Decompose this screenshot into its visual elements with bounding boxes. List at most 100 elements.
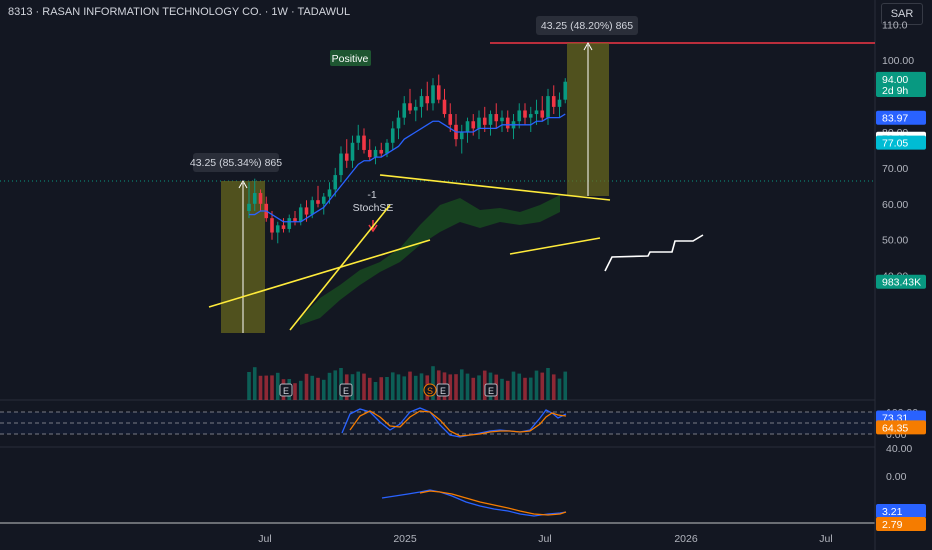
candle-body[interactable] xyxy=(327,189,332,197)
price-tag: 2d 9h xyxy=(882,85,908,97)
candle-body[interactable] xyxy=(356,135,361,143)
candles[interactable] xyxy=(247,74,568,244)
price-tag-bg xyxy=(876,71,926,86)
candle-body[interactable] xyxy=(258,193,263,204)
volume-bar xyxy=(546,368,550,400)
candle-body[interactable] xyxy=(557,99,562,107)
candle-body[interactable] xyxy=(247,203,251,211)
candle-body[interactable] xyxy=(304,207,309,215)
candle-body[interactable] xyxy=(419,96,424,107)
candle-body[interactable] xyxy=(563,81,568,100)
osc-line-orange xyxy=(419,490,567,516)
volume-bar xyxy=(563,371,568,400)
candle-body[interactable] xyxy=(471,121,476,129)
candle-body[interactable] xyxy=(517,110,522,122)
candle-body[interactable] xyxy=(546,96,550,118)
candle-body[interactable] xyxy=(252,193,257,204)
candle-body[interactable] xyxy=(482,117,487,125)
ema-line xyxy=(249,113,566,223)
currency-button[interactable]: SAR xyxy=(881,3,923,25)
candle-body[interactable] xyxy=(344,153,349,161)
candle-body[interactable] xyxy=(379,149,384,154)
candle-body[interactable] xyxy=(425,96,430,104)
candle-body[interactable] xyxy=(316,200,320,204)
time-tick-label: Jul xyxy=(538,533,551,545)
earnings-marker[interactable]: E xyxy=(484,383,498,397)
candle-body[interactable] xyxy=(477,117,481,129)
candle-body[interactable] xyxy=(494,114,499,122)
candle-body[interactable] xyxy=(281,225,286,229)
price-tick-label: 70.00 xyxy=(882,163,908,175)
svg-text:E: E xyxy=(440,386,446,396)
candle-body[interactable] xyxy=(465,121,470,132)
candle-body[interactable] xyxy=(350,142,355,161)
candle-body[interactable] xyxy=(436,85,441,100)
volume-bar xyxy=(500,378,504,400)
volume-bar xyxy=(310,375,315,400)
volume-bar xyxy=(459,369,464,400)
volume-bar xyxy=(379,377,384,400)
candle-body[interactable] xyxy=(551,96,556,107)
candle-body[interactable] xyxy=(367,149,372,158)
split-marker[interactable]: S xyxy=(423,383,437,397)
candle-body[interactable] xyxy=(293,218,297,222)
stoch-k-line xyxy=(341,407,567,438)
candle-body[interactable] xyxy=(362,135,366,150)
volume-bar xyxy=(390,372,395,400)
candle-body[interactable] xyxy=(287,218,292,229)
resistance-trendline[interactable] xyxy=(379,174,611,201)
candle-body[interactable] xyxy=(339,153,343,176)
volume-bar xyxy=(367,377,372,400)
measure-label-right: 43.25 (48.20%) 865 xyxy=(541,20,633,32)
candle-body[interactable] xyxy=(373,149,378,158)
price-tick-label: 110.0 xyxy=(882,19,908,31)
stoch-value-label: -1 xyxy=(367,189,376,201)
stoch-signal-label: StochSE xyxy=(353,202,394,214)
symbol-title: 8313 · RASAN INFORMATION TECHNOLOGY CO. … xyxy=(8,6,351,18)
candle-body[interactable] xyxy=(310,200,315,215)
candle-body[interactable] xyxy=(488,114,493,125)
candle-body[interactable] xyxy=(396,117,401,129)
candle-body[interactable] xyxy=(333,175,338,190)
candle-body[interactable] xyxy=(275,225,280,233)
volume-bar xyxy=(270,375,274,400)
candle-body[interactable] xyxy=(500,117,504,122)
volume-bar xyxy=(465,373,470,400)
candle-body[interactable] xyxy=(448,114,453,125)
earnings-marker[interactable]: E xyxy=(339,383,353,397)
volume-bar xyxy=(321,379,326,400)
earnings-marker[interactable]: E xyxy=(436,383,450,397)
candle-body[interactable] xyxy=(298,207,303,222)
candle-body[interactable] xyxy=(321,196,326,204)
price-tag: 94.00 xyxy=(882,74,908,86)
price-tag-bg xyxy=(876,110,926,125)
candle-body[interactable] xyxy=(459,132,464,140)
volume-bar xyxy=(385,377,389,400)
candle-body[interactable] xyxy=(523,110,527,118)
candle-body[interactable] xyxy=(402,103,407,118)
candle-body[interactable] xyxy=(431,85,435,104)
candle-body[interactable] xyxy=(408,103,412,111)
candle-body[interactable] xyxy=(413,106,418,111)
support-trendline-lower[interactable] xyxy=(208,239,431,308)
candle-body[interactable] xyxy=(390,128,395,143)
candle-body[interactable] xyxy=(385,142,389,154)
volume-bar xyxy=(471,377,476,400)
candle-body[interactable] xyxy=(540,110,545,118)
candle-body[interactable] xyxy=(528,114,533,118)
rising-trendline[interactable] xyxy=(289,204,391,331)
arrow-head-icon xyxy=(238,179,248,189)
candle-body[interactable] xyxy=(505,117,510,129)
support-trendline-upper[interactable] xyxy=(509,237,601,255)
candle-body[interactable] xyxy=(442,99,447,115)
price-tag: 64.35 xyxy=(882,422,908,434)
volume-bar xyxy=(408,371,412,400)
volume-bar xyxy=(540,372,545,400)
volume-bar xyxy=(413,375,418,400)
candle-body[interactable] xyxy=(270,218,274,233)
price-tag: 77.05 xyxy=(882,138,908,150)
price-tag: 983.43K xyxy=(882,277,921,289)
earnings-marker[interactable]: E xyxy=(279,383,293,397)
candle-body[interactable] xyxy=(534,110,539,115)
